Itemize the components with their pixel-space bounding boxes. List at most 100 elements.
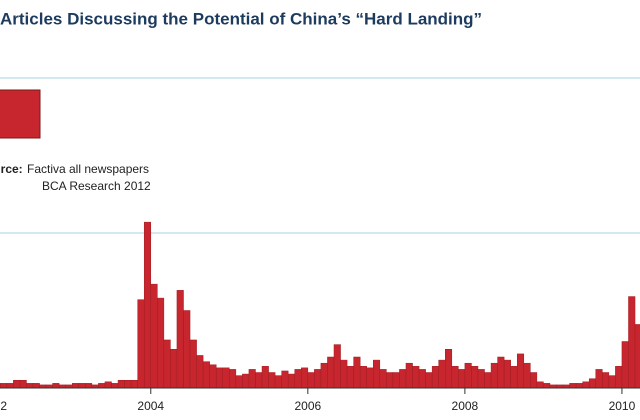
bar (78, 383, 86, 389)
bar (287, 373, 295, 389)
bar (333, 344, 341, 389)
bar (19, 380, 27, 389)
bar (130, 380, 138, 389)
bar (52, 383, 60, 389)
bar (170, 349, 178, 389)
bar (196, 355, 204, 389)
bar (569, 383, 577, 389)
bar (451, 366, 459, 389)
bar (438, 359, 446, 389)
bar (274, 375, 282, 389)
bar (176, 290, 184, 389)
bar (346, 366, 354, 389)
bar (163, 339, 171, 389)
bar (294, 369, 302, 389)
bar (150, 283, 158, 389)
bar (307, 372, 315, 389)
chart-title: Articles Discussing the Potential of Chi… (0, 9, 482, 28)
bar (484, 372, 492, 389)
x-tick-label: 2010 (609, 399, 636, 413)
bar (386, 372, 394, 389)
bar (202, 361, 210, 389)
legend-swatch (0, 89, 41, 139)
source-line: Factiva all newspapers (27, 162, 149, 176)
bar (628, 296, 636, 389)
bar (248, 369, 256, 389)
bar (464, 362, 472, 389)
bar (229, 369, 237, 389)
bar (445, 349, 453, 389)
bar (222, 367, 230, 389)
bar (353, 356, 361, 389)
bar (543, 383, 551, 389)
bar (379, 369, 387, 389)
x-tick-label: 2006 (294, 399, 321, 413)
bar (13, 380, 21, 389)
bar (490, 362, 498, 389)
bar (32, 383, 40, 389)
bar (314, 369, 322, 389)
bar (71, 383, 80, 389)
bar (621, 341, 629, 389)
source-label: Source: (0, 162, 23, 176)
x-tick-label: 2002 (0, 399, 7, 413)
bar (235, 375, 243, 389)
bar (425, 372, 433, 389)
bar (111, 383, 119, 389)
bar (157, 297, 165, 389)
bar (588, 378, 597, 389)
bar (582, 381, 590, 389)
bar (242, 373, 250, 389)
bar (366, 367, 374, 389)
bar (373, 359, 381, 389)
bar (281, 370, 289, 389)
bar (608, 375, 616, 389)
bar (327, 356, 335, 389)
x-tick-label: 2004 (137, 399, 164, 413)
bar (510, 366, 518, 389)
bar (399, 369, 407, 389)
bar (431, 366, 439, 389)
bar (392, 372, 400, 389)
bar (261, 366, 269, 389)
bar (359, 366, 367, 389)
bar (412, 366, 420, 389)
bar (477, 369, 485, 389)
bar (124, 380, 132, 389)
bar (137, 299, 145, 389)
bar (301, 367, 309, 389)
bar (615, 366, 623, 389)
bar (209, 364, 217, 389)
x-tick-label: 2008 (452, 399, 479, 413)
bar (189, 339, 197, 389)
bar (530, 372, 538, 389)
bar (595, 369, 603, 389)
source-line: BCA Research 2012 (42, 179, 151, 193)
bar (143, 221, 152, 389)
bar (634, 324, 640, 389)
bar (536, 381, 544, 389)
bar (458, 369, 466, 389)
bar (405, 362, 413, 389)
bar (523, 362, 531, 389)
bar (602, 372, 610, 389)
bar (255, 372, 263, 389)
bar (471, 366, 479, 389)
bar (117, 380, 125, 389)
bar (183, 310, 191, 389)
bar (516, 353, 525, 389)
bar (98, 383, 106, 389)
bar (6, 383, 14, 389)
bar (85, 383, 93, 389)
bar (268, 372, 276, 389)
bar (215, 367, 224, 389)
bar (26, 383, 34, 389)
bar (575, 383, 583, 389)
bar (503, 359, 511, 389)
bar (0, 383, 8, 389)
bar (320, 362, 328, 389)
bar (104, 381, 112, 389)
bar (340, 359, 348, 389)
